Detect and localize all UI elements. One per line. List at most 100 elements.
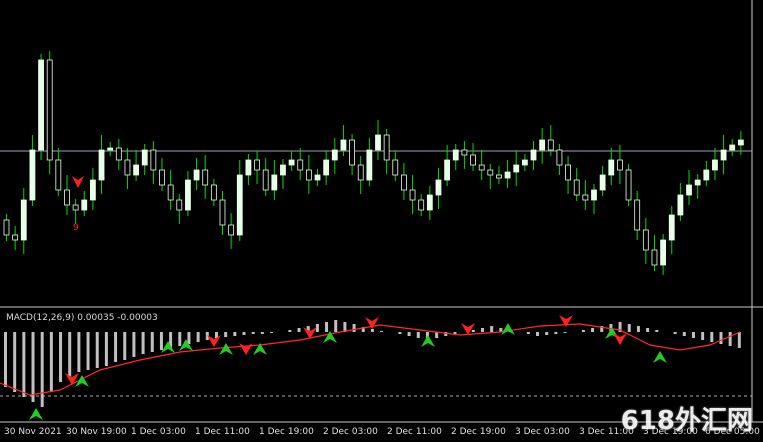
sell-arrow-icon (461, 323, 475, 335)
buy-arrow-icon (75, 375, 89, 387)
candle-body (314, 174, 321, 181)
macd-bar (370, 329, 374, 332)
macd-bar (600, 326, 604, 332)
candle-body (98, 149, 105, 181)
macd-bar (627, 324, 631, 332)
time-tick: 3 Dec 03:00 (515, 427, 570, 437)
macd-bar (288, 330, 292, 332)
macd-bar (132, 332, 136, 357)
macd-bar (297, 328, 301, 332)
macd-bar (104, 332, 108, 366)
candle-body (686, 184, 692, 196)
candle-body (556, 149, 563, 166)
macd-bar (536, 332, 540, 336)
candle-body (383, 134, 390, 161)
macd-bar (13, 332, 17, 392)
macd-bar (68, 332, 72, 377)
macd-bar (343, 322, 347, 332)
buy-arrow-icon (323, 331, 337, 343)
candle-body (573, 179, 580, 196)
time-tick: 1 Dec 03:00 (131, 427, 186, 437)
candle-body (401, 174, 407, 191)
sell-arrow-icon (613, 333, 627, 345)
time-tick: 30 Nov 2021 (4, 427, 62, 437)
macd-bar (141, 332, 145, 354)
candle-body (547, 139, 554, 151)
candle-body (496, 174, 502, 179)
candle-body (176, 199, 183, 211)
candle-body (245, 159, 252, 176)
candle-body (297, 159, 304, 171)
candle-body (444, 159, 451, 181)
macd-bar (416, 332, 420, 338)
macd-bar (691, 332, 695, 338)
time-axis: 30 Nov 2021 30 Nov 19:00 1 Dec 03:00 1 D… (0, 422, 763, 442)
candle-body (375, 134, 381, 151)
candle-body (409, 189, 416, 201)
buy-arrow-icon (653, 351, 667, 363)
macd-bar (682, 332, 686, 336)
candle-body (521, 159, 528, 166)
candle-body (591, 189, 597, 201)
macd-bar (563, 332, 567, 333)
macd-bar (150, 332, 154, 352)
sell-arrow-icon (65, 373, 79, 385)
watermark-text: 618外汇网 (620, 405, 753, 436)
macd-bar (334, 320, 338, 332)
candle-body (660, 239, 667, 266)
candle-body (12, 234, 19, 241)
candle-body (323, 159, 330, 176)
candle-body (366, 149, 373, 181)
macd-bar (361, 327, 365, 332)
candle-body (418, 199, 425, 211)
macd-bar (352, 324, 356, 332)
macd-bar (270, 332, 274, 333)
candle-body (167, 184, 174, 201)
macd-bar (591, 328, 595, 332)
candle-body (29, 149, 36, 201)
macd-bar (499, 328, 503, 332)
buy-arrow-icon (29, 408, 43, 420)
time-tick: 3 Dec 11:00 (579, 427, 634, 437)
macd-bar (40, 332, 44, 407)
candle-body (228, 224, 235, 236)
macd-bar (710, 332, 714, 342)
sell-arrow-icon (207, 335, 221, 347)
candle-body (470, 154, 476, 166)
macd-bar (49, 332, 53, 392)
candles (3, 51, 744, 275)
macd-bar (159, 332, 163, 350)
candle-body (280, 164, 286, 176)
macd-bar (31, 332, 35, 402)
candle-body (461, 149, 468, 156)
macd-bar (114, 332, 118, 362)
macd-bar (214, 332, 218, 338)
candle-body (357, 164, 364, 181)
macd-bar (315, 324, 319, 332)
macd-bar (178, 332, 182, 346)
macd-bar (251, 332, 255, 334)
buy-arrow-icon (219, 343, 233, 355)
macd-bar (4, 332, 7, 387)
candle-body (642, 229, 649, 251)
candle-body (712, 159, 718, 171)
candle-body (737, 139, 744, 146)
candle-body (288, 159, 295, 166)
candle-body (452, 149, 459, 161)
macd-bar (95, 332, 99, 368)
macd-bar (636, 326, 640, 332)
candle-body (219, 199, 226, 226)
candle-body (426, 194, 433, 211)
macd-bar (169, 332, 173, 348)
buy-arrow-icon (161, 341, 175, 353)
time-tick: 1 Dec 11:00 (195, 427, 250, 437)
macd-indicator-label: MACD(12,26,9) 0.00035 -0.00003 (6, 313, 158, 323)
watermark-logo: 618外汇网 (621, 400, 753, 436)
macd-bar (22, 332, 26, 397)
macd-bar (480, 328, 484, 332)
macd-bar (737, 332, 741, 348)
sell-arrow-price (72, 176, 84, 188)
candle-body (729, 144, 736, 151)
